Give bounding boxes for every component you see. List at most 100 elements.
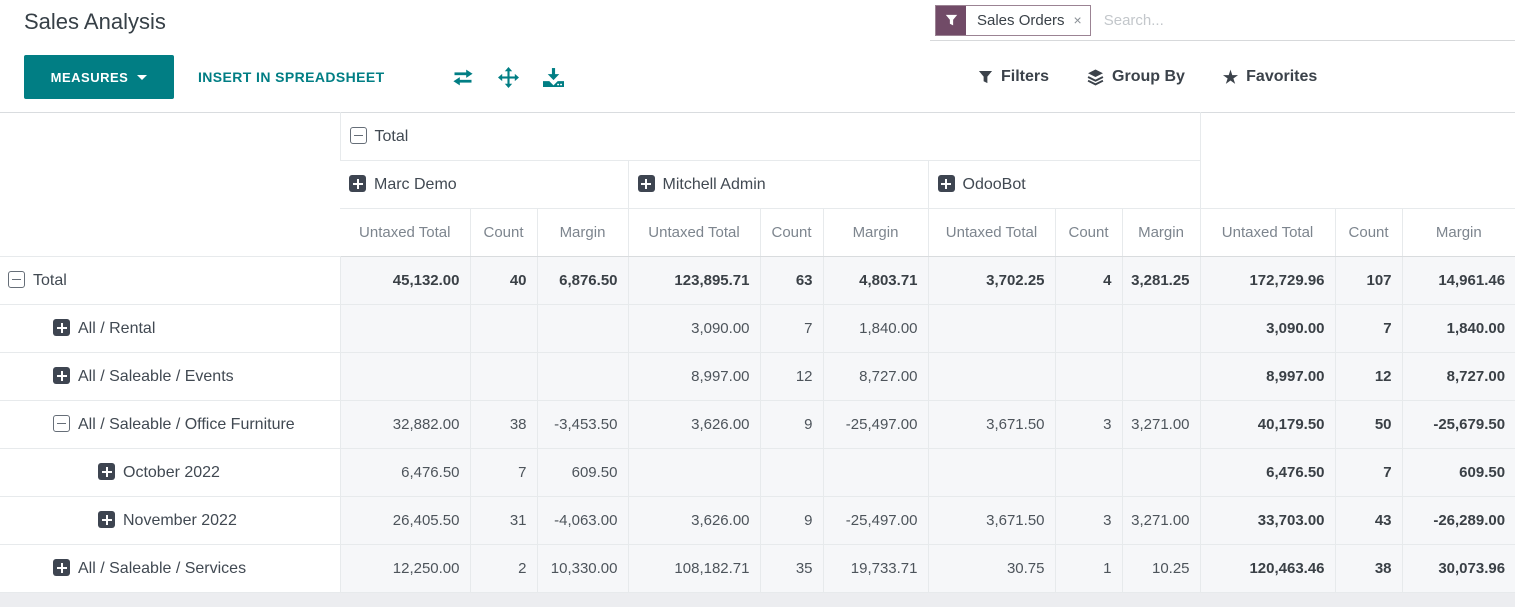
row-header-label: November 2022: [123, 512, 237, 529]
pivot-cell: 3: [1054, 496, 1122, 545]
expand-icon: [53, 367, 70, 384]
table-row: October 2022 6,476.50 7 609.50 6,476.50 7 609.…: [0, 448, 1515, 497]
expand-icon: [937, 175, 955, 192]
pivot-cell: [1121, 448, 1201, 497]
measure-header[interactable]: Margin: [536, 208, 628, 257]
pivot-cell: 9: [759, 400, 823, 449]
flip-axis-icon: [453, 69, 473, 85]
collapse-icon: [53, 415, 70, 432]
search-menus: Filters Group By ★ Favorites: [930, 55, 1515, 99]
pivot-cell: 8,997.00: [1199, 352, 1336, 401]
col-header-total[interactable]: Total: [339, 112, 1201, 161]
pivot-cell: [927, 352, 1055, 401]
pivot-cell: 3: [1054, 400, 1122, 449]
pivot-cell: [536, 352, 628, 401]
pivot-cell: -4,063.00: [536, 496, 628, 545]
table-row: All / Rental 3,090.00 7 1,840.00 3,090.00 7 1,…: [0, 304, 1515, 353]
col-group-label: OdooBot: [962, 176, 1026, 193]
collapse-icon: [349, 127, 367, 144]
flip-axis-button[interactable]: [452, 69, 474, 86]
pivot-row-header[interactable]: All / Saleable / Services: [0, 544, 340, 593]
pivot-cell: 3,271.00: [1121, 496, 1201, 545]
download-icon: [543, 67, 564, 87]
row-header-label: All / Saleable / Events: [78, 368, 234, 385]
col-header-group-0[interactable]: Marc Demo: [340, 160, 628, 209]
pivot-cell: 38: [1334, 544, 1403, 593]
measure-header[interactable]: Untaxed Total: [340, 208, 470, 257]
expand-icon: [98, 463, 115, 480]
pivot-cell: 40,179.50: [1199, 400, 1336, 449]
expand-all-icon: [498, 66, 519, 88]
row-header-label: October 2022: [123, 464, 220, 481]
pivot-cell: 108,182.71: [627, 544, 760, 593]
col-header-row-total-blank: [1199, 112, 1515, 209]
filters-menu[interactable]: Filters: [978, 68, 1049, 86]
pivot-row-header[interactable]: Total: [0, 256, 340, 305]
pivot-cell: [469, 304, 537, 353]
measure-header[interactable]: Untaxed Total: [927, 208, 1055, 257]
pivot-cell: 45,132.00: [339, 256, 470, 305]
pivot-cell: [536, 304, 628, 353]
pivot-cell: 6,476.50: [339, 448, 470, 497]
pivot-cell: 7: [759, 304, 823, 353]
favorites-menu[interactable]: ★ Favorites: [1223, 68, 1317, 86]
measure-header[interactable]: Untaxed Total: [627, 208, 760, 257]
collapse-icon: [8, 271, 25, 288]
facet-remove-icon[interactable]: ×: [1073, 12, 1082, 28]
pivot-cell: [1054, 352, 1122, 401]
facet-filter-icon: [936, 5, 966, 35]
measure-header[interactable]: Count: [469, 208, 537, 257]
pivot-cell: 1: [1054, 544, 1122, 593]
facet-label-block: Sales Orders ×: [966, 6, 1090, 35]
pivot-cell: 8,727.00: [822, 352, 928, 401]
measure-header[interactable]: Margin: [1121, 208, 1201, 257]
measures-button-label: MEASURES: [50, 69, 129, 85]
pivot-row-header[interactable]: All / Saleable / Events: [0, 352, 340, 401]
pivot-cell: 38: [469, 400, 537, 449]
expand-all-button[interactable]: [498, 66, 519, 88]
pivot-cell: 7: [469, 448, 537, 497]
col-header-group-2[interactable]: OdooBot: [927, 160, 1201, 209]
measure-header[interactable]: Margin: [822, 208, 928, 257]
pivot-cell: -3,453.50: [536, 400, 628, 449]
insert-in-spreadsheet-label: INSERT IN SPREADSHEET: [198, 69, 385, 85]
facet-label: Sales Orders: [977, 11, 1065, 29]
pivot-row-header[interactable]: October 2022: [0, 448, 340, 497]
pivot-cell: [1054, 304, 1122, 353]
pivot-row-header[interactable]: November 2022: [0, 496, 340, 545]
col-header-group-1[interactable]: Mitchell Admin: [627, 160, 928, 209]
col-header-total-label: Total: [374, 128, 409, 145]
layers-icon: [1087, 69, 1104, 85]
filter-icon: [978, 70, 993, 83]
pivot-cell: 10.25: [1121, 544, 1201, 593]
measure-header[interactable]: Count: [1334, 208, 1403, 257]
search-facet: Sales Orders ×: [935, 4, 1091, 36]
pivot-cell: 120,463.46: [1199, 544, 1336, 593]
pivot-cell: 32,882.00: [339, 400, 470, 449]
pivot-cell: 35: [759, 544, 823, 593]
measure-header[interactable]: Count: [1054, 208, 1122, 257]
pivot-cell: 63: [759, 256, 823, 305]
pivot-cell: -25,497.00: [822, 496, 928, 545]
measure-header[interactable]: Margin: [1401, 208, 1515, 257]
pivot-cell: 1,840.00: [1401, 304, 1515, 353]
measures-button[interactable]: MEASURES: [24, 55, 174, 99]
measure-header[interactable]: Untaxed Total: [1199, 208, 1336, 257]
pivot-cell: [339, 352, 470, 401]
pivot-cell: [927, 448, 1055, 497]
pivot-cell: 609.50: [536, 448, 628, 497]
pivot-cell: 33,703.00: [1199, 496, 1336, 545]
pivot-cell: [822, 448, 928, 497]
insert-in-spreadsheet-button[interactable]: INSERT IN SPREADSHEET: [198, 55, 385, 99]
pivot-cell: 3,090.00: [627, 304, 760, 353]
pivot-row-header[interactable]: All / Rental: [0, 304, 340, 353]
pivot-cell: 9: [759, 496, 823, 545]
download-button[interactable]: [543, 67, 564, 87]
pivot-row-header[interactable]: All / Saleable / Office Furniture: [0, 400, 340, 449]
group-by-label: Group By: [1112, 68, 1185, 85]
pivot-cell: 3,671.50: [927, 400, 1055, 449]
pivot-cell: -25,497.00: [822, 400, 928, 449]
search-input[interactable]: [1090, 11, 1515, 29]
measure-header[interactable]: Count: [759, 208, 823, 257]
group-by-menu[interactable]: Group By: [1087, 68, 1185, 86]
